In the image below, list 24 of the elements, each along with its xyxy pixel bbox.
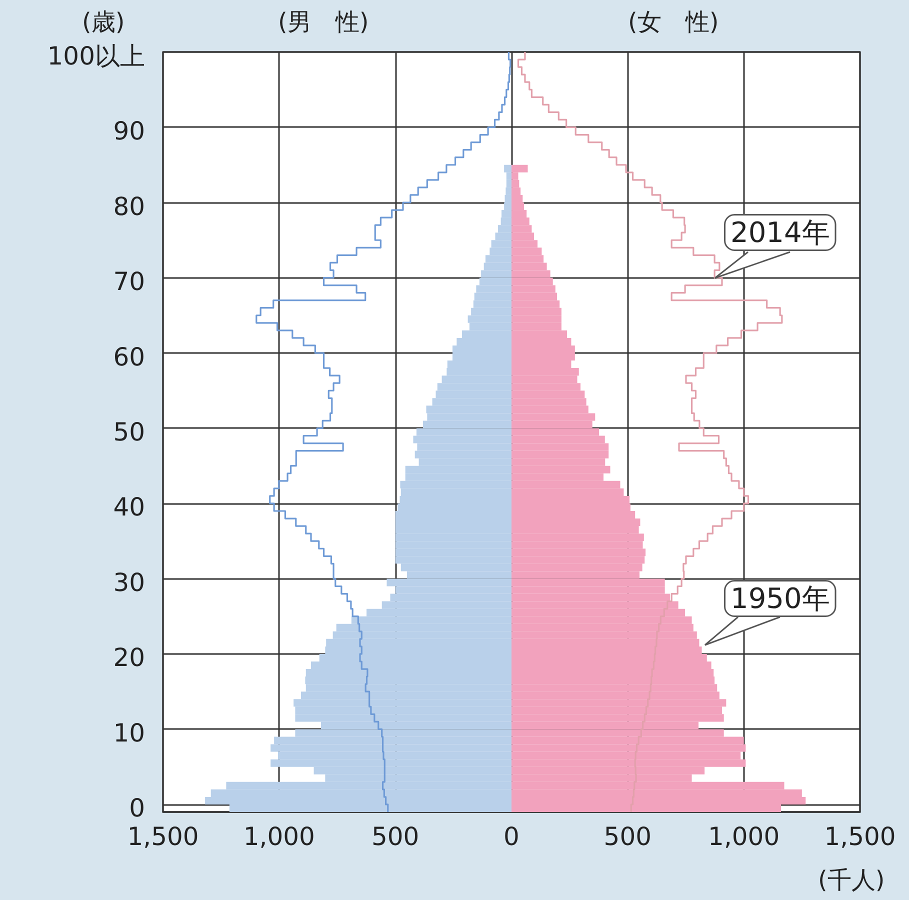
y-tick-label: 90 (113, 116, 145, 146)
y-tick-label: 0 (129, 794, 145, 823)
y-tick-label: 60 (113, 342, 145, 372)
y-axis-title: (歳) (82, 8, 125, 36)
x-tick-label: 500 (371, 822, 420, 851)
y-tick-label: 50 (113, 418, 145, 446)
x-tick-label: 0 (504, 822, 520, 851)
y-tick-label: 80 (113, 192, 145, 221)
x-tick-label: 1,000 (243, 822, 315, 851)
text: (男 性) (278, 8, 369, 36)
y-tick-label: 30 (113, 568, 145, 597)
x-tick-label: 1,000 (708, 822, 780, 851)
x-tick-label: 1,500 (127, 822, 199, 851)
annotation: 1950年 (730, 582, 830, 615)
x-axis-title: (千人) (818, 866, 885, 894)
y-tick-label: 10 (113, 718, 145, 748)
y-tick-label: 100以上 (47, 41, 145, 70)
text: (女 性) (628, 8, 719, 36)
annotation: 2014年 (730, 216, 830, 249)
x-tick-label: 500 (604, 822, 652, 851)
y-tick-label: 40 (113, 492, 145, 522)
y-tick-label: 70 (113, 267, 145, 296)
x-tick-label: 1,500 (824, 822, 896, 851)
y-tick-label: 20 (113, 643, 145, 672)
